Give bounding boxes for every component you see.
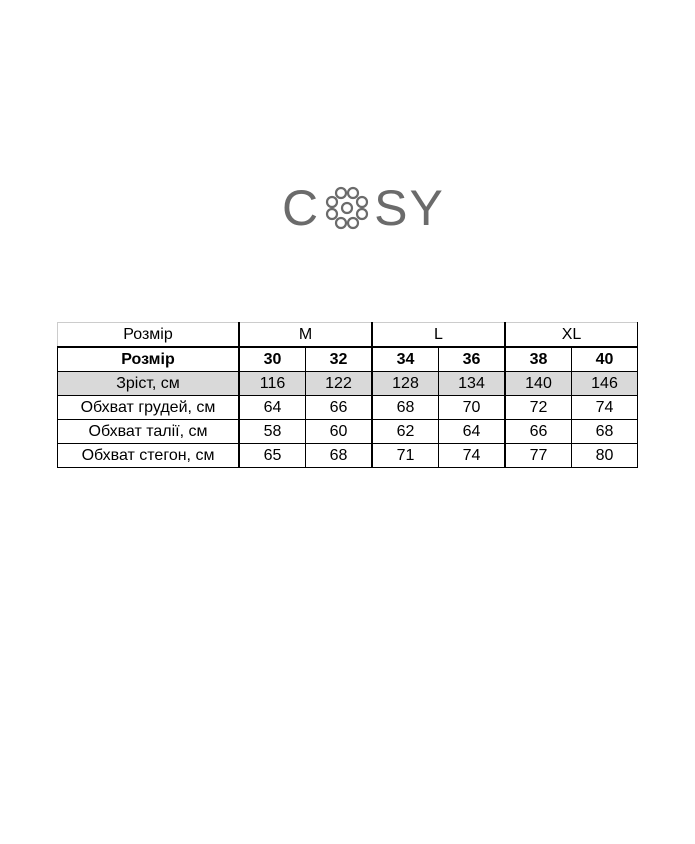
cell: 64 [438,419,506,444]
cosy-logo: C SY [282,180,445,236]
group-xl: XL [504,322,638,348]
cell: 146 [571,371,638,396]
row-label: Зріст, см [57,371,240,396]
cell: 64 [238,395,306,420]
size-row: Розмір 30 32 34 36 38 40 [57,346,638,372]
cell: 80 [571,443,638,468]
cell: 60 [305,419,373,444]
table-row: Обхват стегон, см 65 68 71 74 77 80 [57,443,638,468]
cell: 70 [438,395,506,420]
cell: 140 [504,371,572,396]
cell: 122 [305,371,373,396]
cell: 36 [438,346,506,372]
group-m: M [238,322,373,348]
cell: 66 [305,395,373,420]
cell: 58 [238,419,306,444]
row-label: Обхват грудей, см [57,395,240,420]
cell: 62 [371,419,439,444]
table-row: Обхват грудей, см 64 66 68 70 72 74 [57,395,638,420]
cell: 74 [438,443,506,468]
cell: 68 [571,419,638,444]
cell: 66 [504,419,572,444]
row-label: Обхват талії, см [57,419,240,444]
cell: 32 [305,346,373,372]
row-label: Обхват стегон, см [57,443,240,468]
cell: 40 [571,346,638,372]
header-label: Розмір [57,322,240,348]
cell: 116 [238,371,306,396]
cell: 71 [371,443,439,468]
cell: 74 [571,395,638,420]
group-header-row: Розмір M L XL [57,322,638,348]
cell: 38 [504,346,572,372]
cell: 68 [371,395,439,420]
table-row: Зріст, см 116 122 128 134 140 146 [57,371,638,396]
cell: 72 [504,395,572,420]
table-row: Обхват талії, см 58 60 62 64 66 68 [57,419,638,444]
cell: 128 [371,371,439,396]
cell: 34 [371,346,439,372]
group-l: L [371,322,506,348]
cell: 134 [438,371,506,396]
row-label: Розмір [57,346,240,372]
cell: 30 [238,346,306,372]
cell: 68 [305,443,373,468]
flower-icon [326,186,369,230]
cell: 77 [504,443,572,468]
cell: 65 [238,443,306,468]
size-chart-table: Розмір M L XL Розмір 30 32 34 36 38 40 З… [57,322,638,468]
